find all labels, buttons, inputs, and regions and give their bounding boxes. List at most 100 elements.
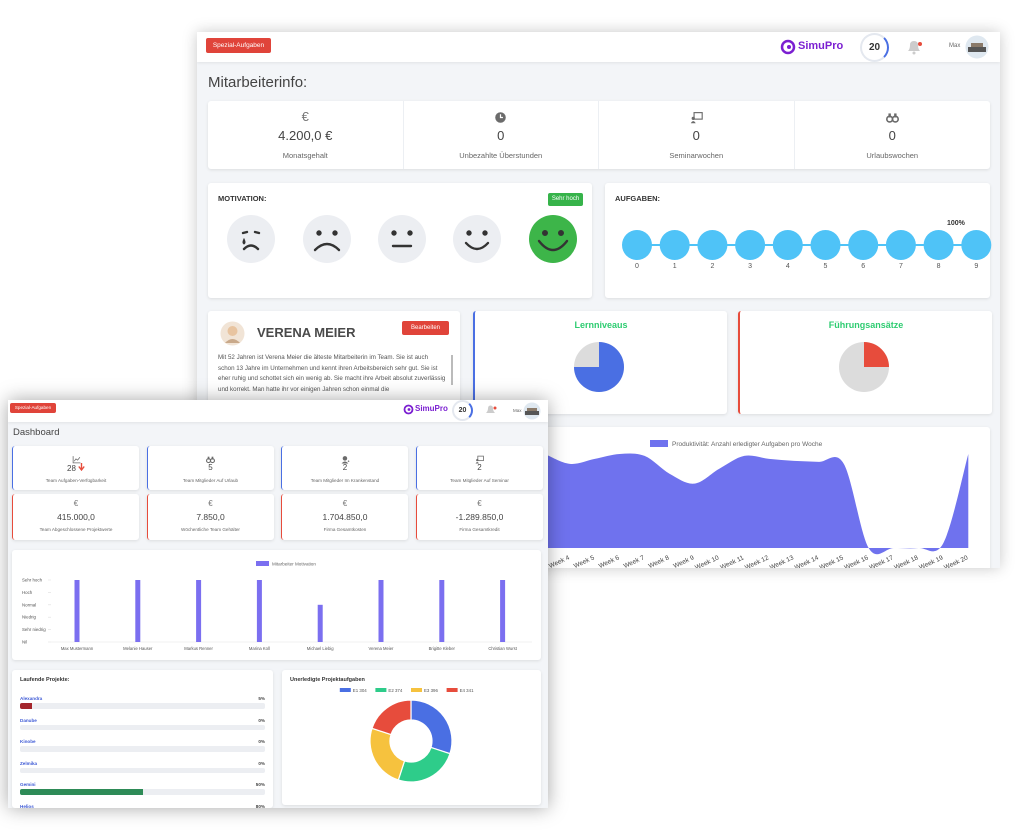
y-tick-label: Hoch [22,590,33,595]
bar [500,580,506,642]
score-badge[interactable]: 20 [860,33,889,62]
stat-label: Firma Gesamtkosten [323,527,367,532]
stat-value: 0 [692,128,700,143]
stat-card: 28 Team Aufgaben-Verfügbarkeit [12,446,139,490]
stat-value-row: 5 [148,463,274,472]
stat-value: 28 [67,464,76,473]
stat-value: 2 [342,463,348,472]
stat-label: Team Mitglieder Auf Urlaub [182,478,239,483]
face-normal[interactable] [378,215,426,263]
legend-label: E3 396 [424,688,438,693]
stat-icon-box [417,451,543,469]
stat-card: €415.000,0 Team Abgeschlossene Projektwer… [12,494,139,540]
face-very-low[interactable] [227,215,275,263]
stat-value-row: 415.000,0 [13,512,139,522]
stat-label: Wöchentliche Team Gehälter [181,527,240,532]
x-tick-label: Week 20 [943,554,969,568]
step-label: 0 [635,263,639,270]
x-tick-label: Week 7 [623,554,646,568]
stat-symbol: € [477,499,482,508]
pie-slice [864,342,889,367]
project-name: Kinobe [20,739,36,744]
user-avatar[interactable] [965,35,989,59]
bar [439,580,445,642]
x-tick-label: Week 8 [648,554,671,568]
stat-label: Team Abgeschlossene Projektwerte [39,527,113,532]
step-dot [735,230,766,260]
project-percent: 0% [258,739,265,744]
legend-label: Produktivität: Anzahl erledigter Aufgabe… [672,441,823,448]
step-dot [622,230,652,260]
logo-icon [780,39,796,55]
donut-title: Unerledigte Projektaufgaben [290,677,365,683]
x-tick-label: Week 15 [819,554,845,568]
stat-value-row: -1.289.850,0 [417,512,543,522]
x-tick-label: Week 13 [769,554,795,568]
bar [196,580,202,642]
special-tasks-button[interactable]: Spezial-Aufgaben [206,38,271,53]
donut-slice [397,746,451,783]
x-tick-label: Max Mustermann [61,646,94,651]
step-label: 5 [824,263,828,270]
project-name: Zelmika [20,760,38,766]
stats-card: €4.200,0 € Monatsgehalt 0 Unbezahlte Überst… [208,101,990,169]
stat-label: Seminarwochen [669,151,724,160]
project-name: Helios [20,803,34,809]
step-dot [961,230,992,260]
step-label: 7 [899,263,903,270]
project-bar [20,789,143,795]
y-tick-label: Sehr hoch [22,578,43,583]
x-tick-label: Week 14 [794,554,820,568]
user-avatar[interactable] [523,402,541,420]
scrollbar[interactable] [451,355,453,385]
x-tick-label: Verena Meier [369,646,395,651]
bell-icon[interactable] [905,39,923,55]
face-high[interactable] [453,215,501,263]
x-tick-label: Week 19 [918,554,944,568]
project-name: Danube [20,717,37,723]
logo-icon [403,404,414,415]
stat-icon [72,456,80,464]
score-badge[interactable]: 20 [452,400,473,421]
step-dot [848,230,879,260]
project-percent: 5% [258,696,265,701]
project-percent: 0% [258,760,265,766]
stat-icon [475,455,484,464]
stat-label: Firma Gesamtkredit [459,527,500,532]
donut-slice [369,727,406,781]
stat-label: Monatsgehalt [282,151,328,160]
bar [74,580,80,642]
y-tick-label: Niedrig [22,615,36,620]
stat-value-row: 1.704.850,0 [282,512,408,522]
stat-label: Team Mitglieder Auf Seminar [450,478,509,483]
dashboard-window: Spezial-Aufgaben SimuPro 20 Max Dashboar… [8,400,548,808]
legend-swatch [446,688,458,692]
special-tasks-button[interactable]: Spezial-Aufgaben [10,403,56,413]
stat-icon-box [282,451,408,469]
bell-icon[interactable] [484,404,497,416]
step-dot [885,230,916,260]
stat-card: €7.850,0 Wöchentliche Team Gehälter [146,494,274,540]
step-dot [659,230,690,260]
x-tick-label: Week 10 [694,554,720,568]
stat-card: 5 Team Mitglieder Auf Urlaub [146,446,274,490]
stat-value: 415.000,0 [57,512,95,522]
stat-value-row: 7.850,0 [148,512,274,522]
edit-button[interactable]: Bearbeiten [402,321,449,335]
project-track [20,746,265,752]
projects-card: Laufende Projekte: Alexandra 5% Danube 0% Ki… [12,670,273,808]
motivation-title: MOTIVATION: [218,194,267,203]
header: Spezial-Aufgaben SimuPro 20 Max [8,400,548,422]
pie-chart [839,342,889,392]
motivation-chart-card: Mitarbeiter Motivation Nil Sehr niedrig Nie… [12,550,541,660]
stat-label: Unbezahlte Überstunden [459,151,543,160]
face-low[interactable] [303,215,351,263]
stat-card: €1.704.850,0 Firma Gesamtkosten [281,494,408,540]
project-percent: 0% [258,717,265,723]
tasks-progress: 100% [947,220,965,227]
project-bar [20,703,33,709]
x-tick-label: Week 18 [893,554,919,568]
face-very-high[interactable] [529,215,577,263]
trend-arrow [78,463,85,472]
